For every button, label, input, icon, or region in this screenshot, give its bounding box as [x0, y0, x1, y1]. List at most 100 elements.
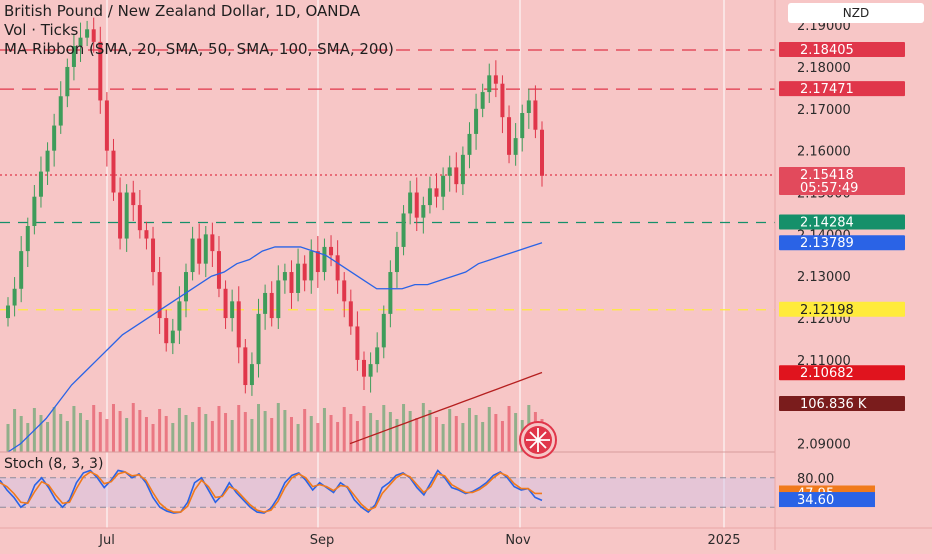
candle-body — [58, 96, 63, 126]
candle-body — [52, 125, 57, 151]
candle-body — [507, 117, 512, 155]
candles[interactable] — [6, 17, 544, 396]
candle-body — [243, 347, 248, 386]
x-tick-label: Nov — [505, 533, 531, 548]
candle-body — [289, 272, 294, 293]
volume-bar — [237, 405, 241, 452]
candle-body — [447, 167, 452, 176]
volume-bar — [448, 409, 452, 452]
candle-body — [85, 29, 90, 38]
price-label-box — [779, 81, 905, 97]
volume-bar — [118, 411, 122, 452]
candle-body — [540, 129, 544, 176]
price-label-text: 2.12198 — [800, 303, 854, 318]
stoch-pane — [0, 451, 775, 514]
volume-bar — [283, 410, 287, 452]
candle-body — [500, 83, 505, 118]
volume-bar — [395, 419, 399, 452]
volume-bar — [342, 407, 346, 452]
candle-body — [131, 192, 136, 206]
candle-body — [230, 301, 235, 319]
candle-body — [414, 192, 419, 218]
volume-bar — [217, 406, 221, 452]
candle-body — [335, 255, 340, 281]
ma-ribbon-label: MA Ribbon (SMA, 20, SMA, 50, SMA, 100, S… — [4, 40, 394, 58]
price-label-text: 2.14284 — [800, 215, 854, 230]
volume-bar — [263, 411, 267, 452]
candle-body — [144, 230, 149, 239]
volume-label: Vol · Ticks — [4, 21, 79, 39]
candle-body — [309, 251, 314, 281]
stoch-band — [0, 477, 775, 508]
volume-bar — [500, 421, 504, 452]
volume-bar — [270, 418, 274, 452]
candle-body — [65, 66, 70, 97]
volume-bar — [6, 424, 10, 452]
volume-bar — [243, 412, 247, 452]
volume-bar — [197, 407, 201, 452]
volume-bar — [164, 416, 168, 452]
volume-bar — [72, 406, 76, 452]
price-label-text: 2.13789 — [800, 236, 854, 251]
candle-body — [190, 238, 195, 273]
volume-bar — [369, 413, 373, 452]
volume-bar — [336, 422, 340, 452]
volume-bar — [441, 424, 445, 452]
candle-body — [467, 133, 472, 155]
candle-body — [249, 364, 254, 386]
price-level-lines — [0, 49, 775, 311]
volume-bar — [204, 414, 208, 452]
volume-bar — [402, 404, 406, 452]
stoch-tick-label: 80.00 — [797, 472, 834, 487]
candle-body — [480, 92, 485, 109]
candle-body — [236, 301, 241, 348]
volume-bar — [276, 403, 280, 452]
volume-bar — [514, 413, 518, 452]
volume-bar — [138, 410, 142, 452]
price-label-box — [779, 365, 905, 381]
stoch-label-text: 34.60 — [797, 493, 834, 508]
candle-body — [329, 246, 334, 256]
candle-body — [513, 138, 518, 155]
volume-bar — [46, 422, 50, 452]
candle-body — [355, 326, 360, 360]
volume-bar — [85, 420, 89, 452]
volume-bar — [349, 414, 353, 452]
candle-body — [315, 251, 320, 273]
candle-body — [25, 226, 30, 252]
volume-bar — [79, 413, 83, 452]
candle-body — [322, 246, 327, 273]
candle-body — [223, 288, 228, 319]
replay-icon[interactable] — [519, 421, 557, 459]
volume-bar — [92, 405, 96, 452]
candle-body — [118, 192, 123, 239]
volume-bar — [461, 423, 465, 452]
time-axis[interactable]: Jul Sep Nov 2025 — [0, 527, 932, 548]
candle-body — [203, 234, 208, 264]
y-tick-label: 2.16000 — [797, 145, 851, 160]
price-label-text: 2.10682 — [800, 366, 854, 381]
volume-bar — [105, 419, 109, 452]
volume-bar — [210, 421, 214, 452]
volume-bar — [65, 421, 69, 452]
candle-body — [520, 113, 525, 139]
price-label-text: 106.836 K — [800, 397, 867, 412]
currency-button[interactable]: NZD — [788, 3, 924, 23]
volume-bar — [224, 413, 228, 452]
candle-body — [421, 205, 426, 218]
candle-body — [362, 359, 366, 377]
volume-bar — [435, 417, 439, 452]
volume-bar — [171, 423, 175, 452]
candle-body — [381, 313, 386, 348]
price-label-text: 2.18405 — [800, 43, 854, 58]
volume-bar — [316, 423, 320, 452]
volume-bar — [177, 408, 181, 452]
volume-bar — [125, 418, 129, 452]
candle-body — [348, 301, 353, 327]
volume-bar — [309, 416, 313, 452]
volume-bar — [191, 422, 195, 452]
volume-bar — [382, 405, 386, 452]
candle-body — [91, 29, 96, 42]
